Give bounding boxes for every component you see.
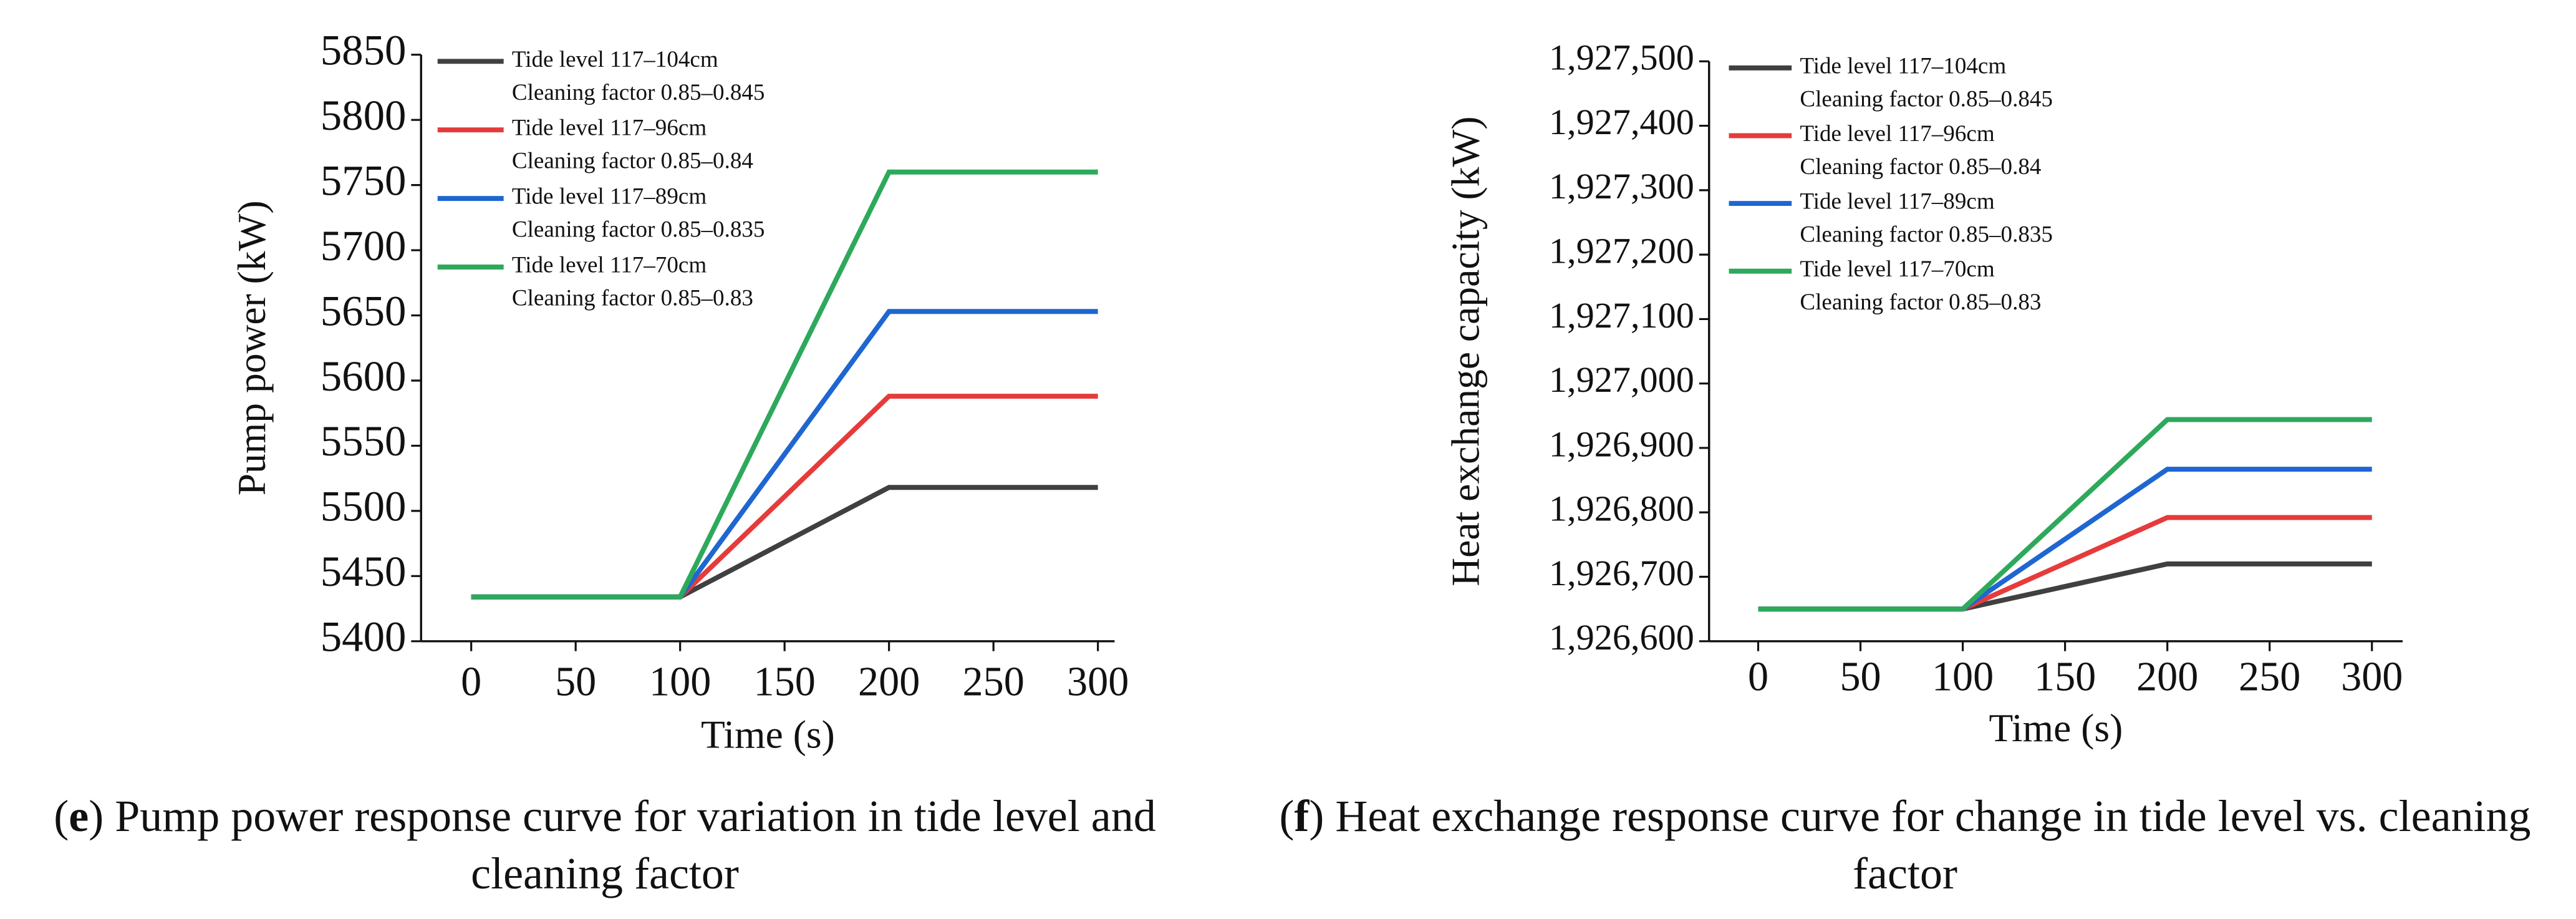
y-tick-label: 5750 — [321, 157, 407, 204]
y-tick-label: 5650 — [321, 287, 407, 334]
y-tick-label: 5800 — [321, 92, 407, 139]
y-tick-label: 5550 — [321, 417, 407, 465]
x-tick-label: 250 — [2239, 654, 2300, 700]
y-tick-label: 1,927,400 — [1549, 102, 1694, 142]
legend-label: Tide level 117–89cm — [1800, 189, 1994, 215]
series-line — [471, 485, 1098, 600]
caption-label: f — [1294, 791, 1310, 841]
y-tick-label: 5600 — [321, 353, 407, 400]
y-tick-label: 1,926,600 — [1549, 617, 1694, 658]
legend-description: Cleaning factor 0.85–0.835 — [512, 217, 765, 243]
y-axis-title: Heat exchange capacity (kW) — [1443, 116, 1487, 586]
x-tick-label: 250 — [963, 659, 1025, 704]
caption-text: ) Pump power response curve for variatio… — [89, 791, 1156, 898]
caption-text: ) Heat exchange response curve for chang… — [1309, 791, 2531, 898]
legend-label: Tide level 117–96cm — [1800, 121, 1994, 147]
y-tick-label: 1,927,500 — [1549, 37, 1694, 78]
x-tick-label: 50 — [1840, 654, 1881, 700]
y-tick-label: 5700 — [321, 222, 407, 270]
caption-label: e — [69, 791, 89, 841]
x-tick-label: 100 — [649, 659, 711, 704]
x-tick-label: 200 — [858, 659, 920, 704]
y-tick-label: 5450 — [321, 548, 407, 595]
legend-label: Tide level 117–104cm — [512, 47, 718, 72]
legend-label: Tide level 117–96cm — [512, 115, 707, 141]
x-axis-title: Time (s) — [701, 712, 835, 757]
series-line — [1758, 561, 2372, 612]
x-tick-label: 100 — [1932, 654, 1994, 700]
x-tick-label: 300 — [1067, 659, 1129, 704]
caption: (e) Pump power response curve for variat… — [19, 787, 1191, 902]
x-axis-title: Time (s) — [1989, 706, 2123, 750]
legend-description: Cleaning factor 0.85–0.845 — [512, 80, 765, 105]
x-tick-label: 150 — [2034, 654, 2096, 700]
y-tick-label: 5400 — [321, 613, 407, 661]
x-tick-label: 200 — [2136, 654, 2198, 700]
x-tick-label: 50 — [555, 659, 596, 704]
series-line — [471, 309, 1098, 600]
caption: (f) Heat exchange response curve for cha… — [1241, 787, 2569, 902]
y-tick-label: 1,926,900 — [1549, 424, 1694, 464]
caption-text: ( — [54, 791, 69, 841]
y-tick-label: 1,927,100 — [1549, 295, 1694, 336]
x-tick-label: 0 — [1748, 654, 1768, 700]
legend-description: Cleaning factor 0.85–0.83 — [512, 285, 753, 311]
legend-description: Cleaning factor 0.85–0.845 — [1800, 86, 2053, 112]
y-tick-label: 1,927,300 — [1549, 166, 1694, 207]
legend-description: Cleaning factor 0.85–0.84 — [512, 148, 753, 174]
series-line — [471, 169, 1098, 600]
legend-description: Cleaning factor 0.85–0.835 — [1800, 222, 2053, 248]
legend-label: Tide level 117–104cm — [1800, 53, 2006, 79]
legend-description: Cleaning factor 0.85–0.84 — [1800, 154, 2041, 180]
legend-description: Cleaning factor 0.85–0.83 — [1800, 289, 2041, 315]
y-tick-label: 5850 — [321, 27, 407, 74]
legend-label: Tide level 117–70cm — [1800, 256, 1994, 282]
y-tick-label: 5500 — [321, 483, 407, 530]
series-line — [471, 394, 1098, 600]
x-tick-label: 150 — [754, 659, 816, 704]
y-tick-label: 1,927,000 — [1549, 359, 1694, 400]
y-tick-label: 1,927,200 — [1549, 231, 1694, 271]
legend-label: Tide level 117–70cm — [512, 252, 707, 278]
caption-text: ( — [1279, 791, 1295, 841]
y-tick-label: 1,926,800 — [1549, 489, 1694, 529]
x-tick-label: 0 — [461, 659, 481, 704]
x-tick-label: 300 — [2341, 654, 2403, 700]
series-line — [1758, 417, 2372, 612]
y-tick-label: 1,926,700 — [1549, 553, 1694, 593]
legend-label: Tide level 117–89cm — [512, 184, 707, 210]
y-axis-title: Pump power (kW) — [229, 200, 274, 495]
